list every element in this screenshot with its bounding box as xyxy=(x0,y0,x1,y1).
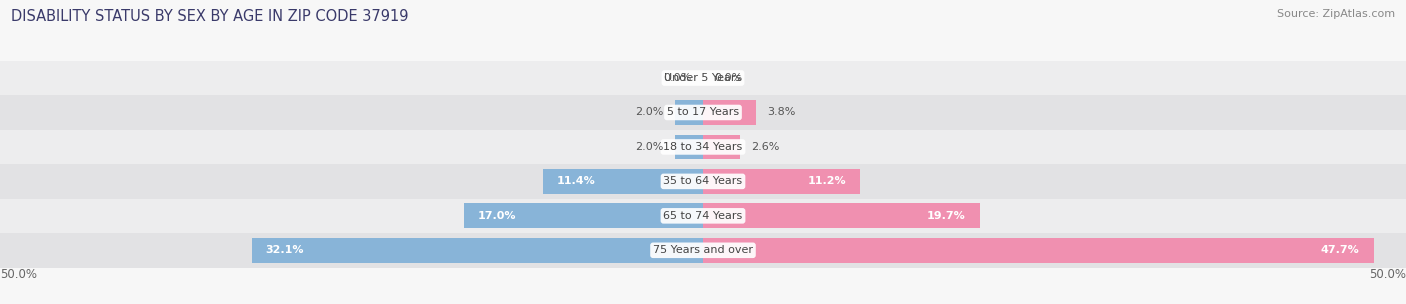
Text: 75 Years and over: 75 Years and over xyxy=(652,245,754,255)
Bar xyxy=(464,203,703,228)
Text: Source: ZipAtlas.com: Source: ZipAtlas.com xyxy=(1277,9,1395,19)
Bar xyxy=(252,238,703,263)
Text: 32.1%: 32.1% xyxy=(266,245,304,255)
Text: 3.8%: 3.8% xyxy=(768,108,796,117)
Bar xyxy=(703,203,980,228)
Bar xyxy=(703,135,740,159)
Bar xyxy=(703,169,860,194)
Text: 0.0%: 0.0% xyxy=(664,73,692,83)
Bar xyxy=(0,199,1406,233)
Text: 50.0%: 50.0% xyxy=(1369,268,1406,281)
Bar xyxy=(675,135,703,159)
Text: 2.0%: 2.0% xyxy=(636,142,664,152)
Text: 11.2%: 11.2% xyxy=(808,176,846,186)
Text: 0.0%: 0.0% xyxy=(714,73,742,83)
Bar xyxy=(0,130,1406,164)
Bar xyxy=(0,61,1406,95)
Text: DISABILITY STATUS BY SEX BY AGE IN ZIP CODE 37919: DISABILITY STATUS BY SEX BY AGE IN ZIP C… xyxy=(11,9,409,24)
Text: 65 to 74 Years: 65 to 74 Years xyxy=(664,211,742,221)
Text: Under 5 Years: Under 5 Years xyxy=(665,73,741,83)
Text: 17.0%: 17.0% xyxy=(478,211,516,221)
Bar xyxy=(703,100,756,125)
Bar xyxy=(703,238,1374,263)
Bar xyxy=(675,100,703,125)
Bar xyxy=(0,95,1406,130)
Bar xyxy=(0,233,1406,268)
Bar xyxy=(0,164,1406,199)
Text: 5 to 17 Years: 5 to 17 Years xyxy=(666,108,740,117)
Text: 2.6%: 2.6% xyxy=(751,142,779,152)
Text: 47.7%: 47.7% xyxy=(1320,245,1360,255)
Text: 19.7%: 19.7% xyxy=(927,211,966,221)
Bar xyxy=(543,169,703,194)
Text: 18 to 34 Years: 18 to 34 Years xyxy=(664,142,742,152)
Text: 35 to 64 Years: 35 to 64 Years xyxy=(664,176,742,186)
Text: 50.0%: 50.0% xyxy=(0,268,37,281)
Text: 11.4%: 11.4% xyxy=(557,176,596,186)
Text: 2.0%: 2.0% xyxy=(636,108,664,117)
